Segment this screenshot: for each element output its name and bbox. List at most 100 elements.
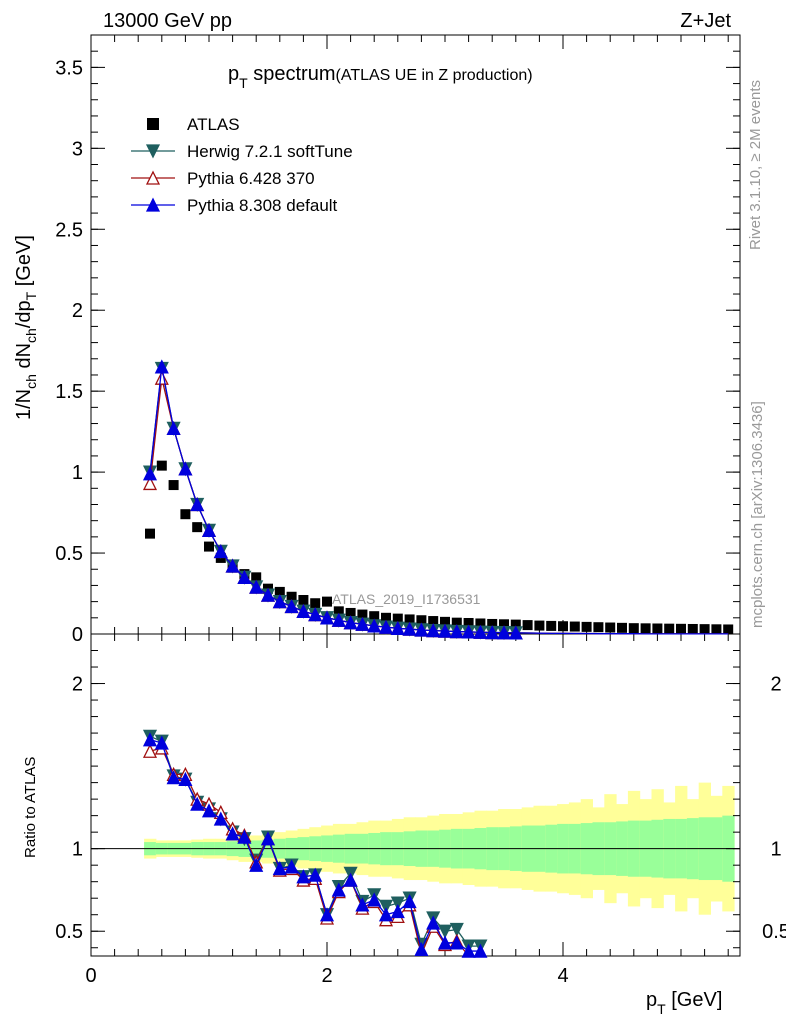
atlas-point [168, 480, 179, 491]
pythia8-point [414, 622, 429, 637]
main-y-tick-label: 3 [72, 138, 83, 160]
atlas-point [652, 623, 663, 634]
xlabel-sub: T [657, 1001, 666, 1017]
pythia8-ratio-point [190, 796, 205, 811]
pythia8-point [355, 616, 370, 631]
atlas-point [593, 622, 604, 633]
atlas-point [428, 616, 439, 627]
atlas-point [416, 615, 427, 626]
atlas-point [345, 607, 356, 618]
pythia8-ratio-point [378, 907, 394, 922]
atlas-point [286, 591, 297, 602]
atlas-point [581, 621, 592, 632]
pythia8-point [237, 569, 252, 584]
atlas-point [510, 619, 521, 630]
atlas-point [156, 460, 167, 471]
atlas-point [723, 624, 734, 635]
pythia8-point [260, 587, 276, 602]
pythia8-ratio-point [331, 882, 346, 897]
pythia8-ratio-point [343, 872, 358, 887]
atlas-point [676, 623, 686, 634]
x-tick-label: 4 [557, 965, 568, 987]
pythia8-point [225, 558, 240, 573]
pythia8-point [473, 624, 488, 639]
atlas-point [499, 619, 509, 630]
pythia8-point [319, 610, 335, 625]
atlas-point [522, 620, 533, 631]
atlas-point [628, 623, 639, 634]
ratio-y-tick-label-right: 0.5 [762, 921, 786, 943]
legend: ATLAS Herwig 7.2.1 softTune Pythia 6.428 3… [131, 115, 353, 215]
title-rest: spectrum [248, 63, 336, 85]
atlas-point [617, 622, 627, 633]
pythia8-point [508, 625, 523, 640]
atlas-point [322, 596, 332, 607]
pythia8-ratio-point [319, 907, 335, 922]
pythia8-ratio-point [296, 869, 311, 884]
pythia8-ratio-point [367, 892, 382, 907]
x-tick-labels: 0 2 4 [85, 965, 568, 987]
pythia8-ratio-point [402, 894, 417, 909]
atlas-point [192, 522, 203, 533]
atlas-point [392, 613, 403, 624]
pythia8-point [190, 497, 205, 512]
atlas-point [440, 616, 450, 627]
pythia8-ratio-point [154, 735, 169, 750]
atlas-point [310, 598, 321, 609]
main-y-tick-label: 1.5 [55, 381, 83, 403]
pythia8-point [284, 599, 299, 614]
atlas-point [369, 611, 380, 622]
atlas-point [569, 621, 580, 632]
ratio-ylabel: Ratio to ATLAS [22, 757, 39, 858]
atlas-point [475, 618, 486, 629]
pythia8-ratio-point [461, 943, 476, 958]
pythia8-ratio-point [284, 859, 299, 874]
atlas-point [487, 618, 498, 629]
main-y-tick-label: 0.5 [55, 543, 83, 565]
legend-label: ATLAS [187, 115, 240, 134]
pythia8-point [485, 625, 500, 640]
atlas-point [558, 621, 568, 632]
mcplots-label: mcplots.cern.ch [arXiv:1306.3436] [749, 401, 766, 628]
pythia8-ratio-point [213, 811, 228, 826]
legend-pythia6-marker [145, 170, 161, 185]
pythia6-point [142, 475, 158, 491]
main-y-tick-label: 2.5 [55, 219, 83, 241]
atlas-point [687, 623, 698, 634]
legend-label: Pythia 6.428 370 [187, 169, 315, 188]
pythia8-point [367, 618, 382, 633]
atlas-point [298, 595, 309, 606]
pythia8-point [249, 579, 264, 594]
atlas-point [605, 622, 616, 633]
legend-label: Herwig 7.2.1 softTune [187, 142, 353, 161]
pythia8-point [213, 543, 228, 559]
herwig-ratio-point [378, 899, 394, 914]
plot-title: pT spectrum(ATLAS UE in Z production) [228, 63, 533, 91]
pythia8-ratio-point [473, 943, 488, 958]
header-right: Z+Jet [680, 10, 731, 32]
pythia8-ratio-point [142, 732, 158, 747]
pythia8-point [142, 466, 158, 481]
legend-pythia8-marker [145, 197, 161, 212]
atlas-point [463, 617, 474, 628]
atlas-point [274, 586, 285, 597]
pythia8-point [154, 359, 169, 374]
pythia8-point [426, 623, 441, 638]
pythia8-point [437, 623, 453, 638]
pythia8-ratio-point [201, 803, 217, 818]
pythia8-ratio-point [390, 903, 405, 919]
pythia8-point [449, 624, 464, 639]
atlas-point [357, 609, 368, 620]
pythia8-ratio-point [166, 770, 181, 785]
pythia8-ratio-point [237, 829, 252, 844]
x-tick-label: 0 [85, 965, 96, 987]
atlas-point [333, 606, 344, 617]
pythia8-point [296, 603, 311, 618]
pythia8-point [178, 461, 193, 476]
atlas-point [546, 620, 557, 631]
title-sub: T [239, 75, 248, 91]
ratio-y-tick-label-right: 1 [770, 839, 781, 861]
x-tick-label: 2 [321, 965, 332, 987]
herwig-ratio-point [437, 924, 453, 939]
main-y-tick-label: 0 [72, 624, 83, 646]
